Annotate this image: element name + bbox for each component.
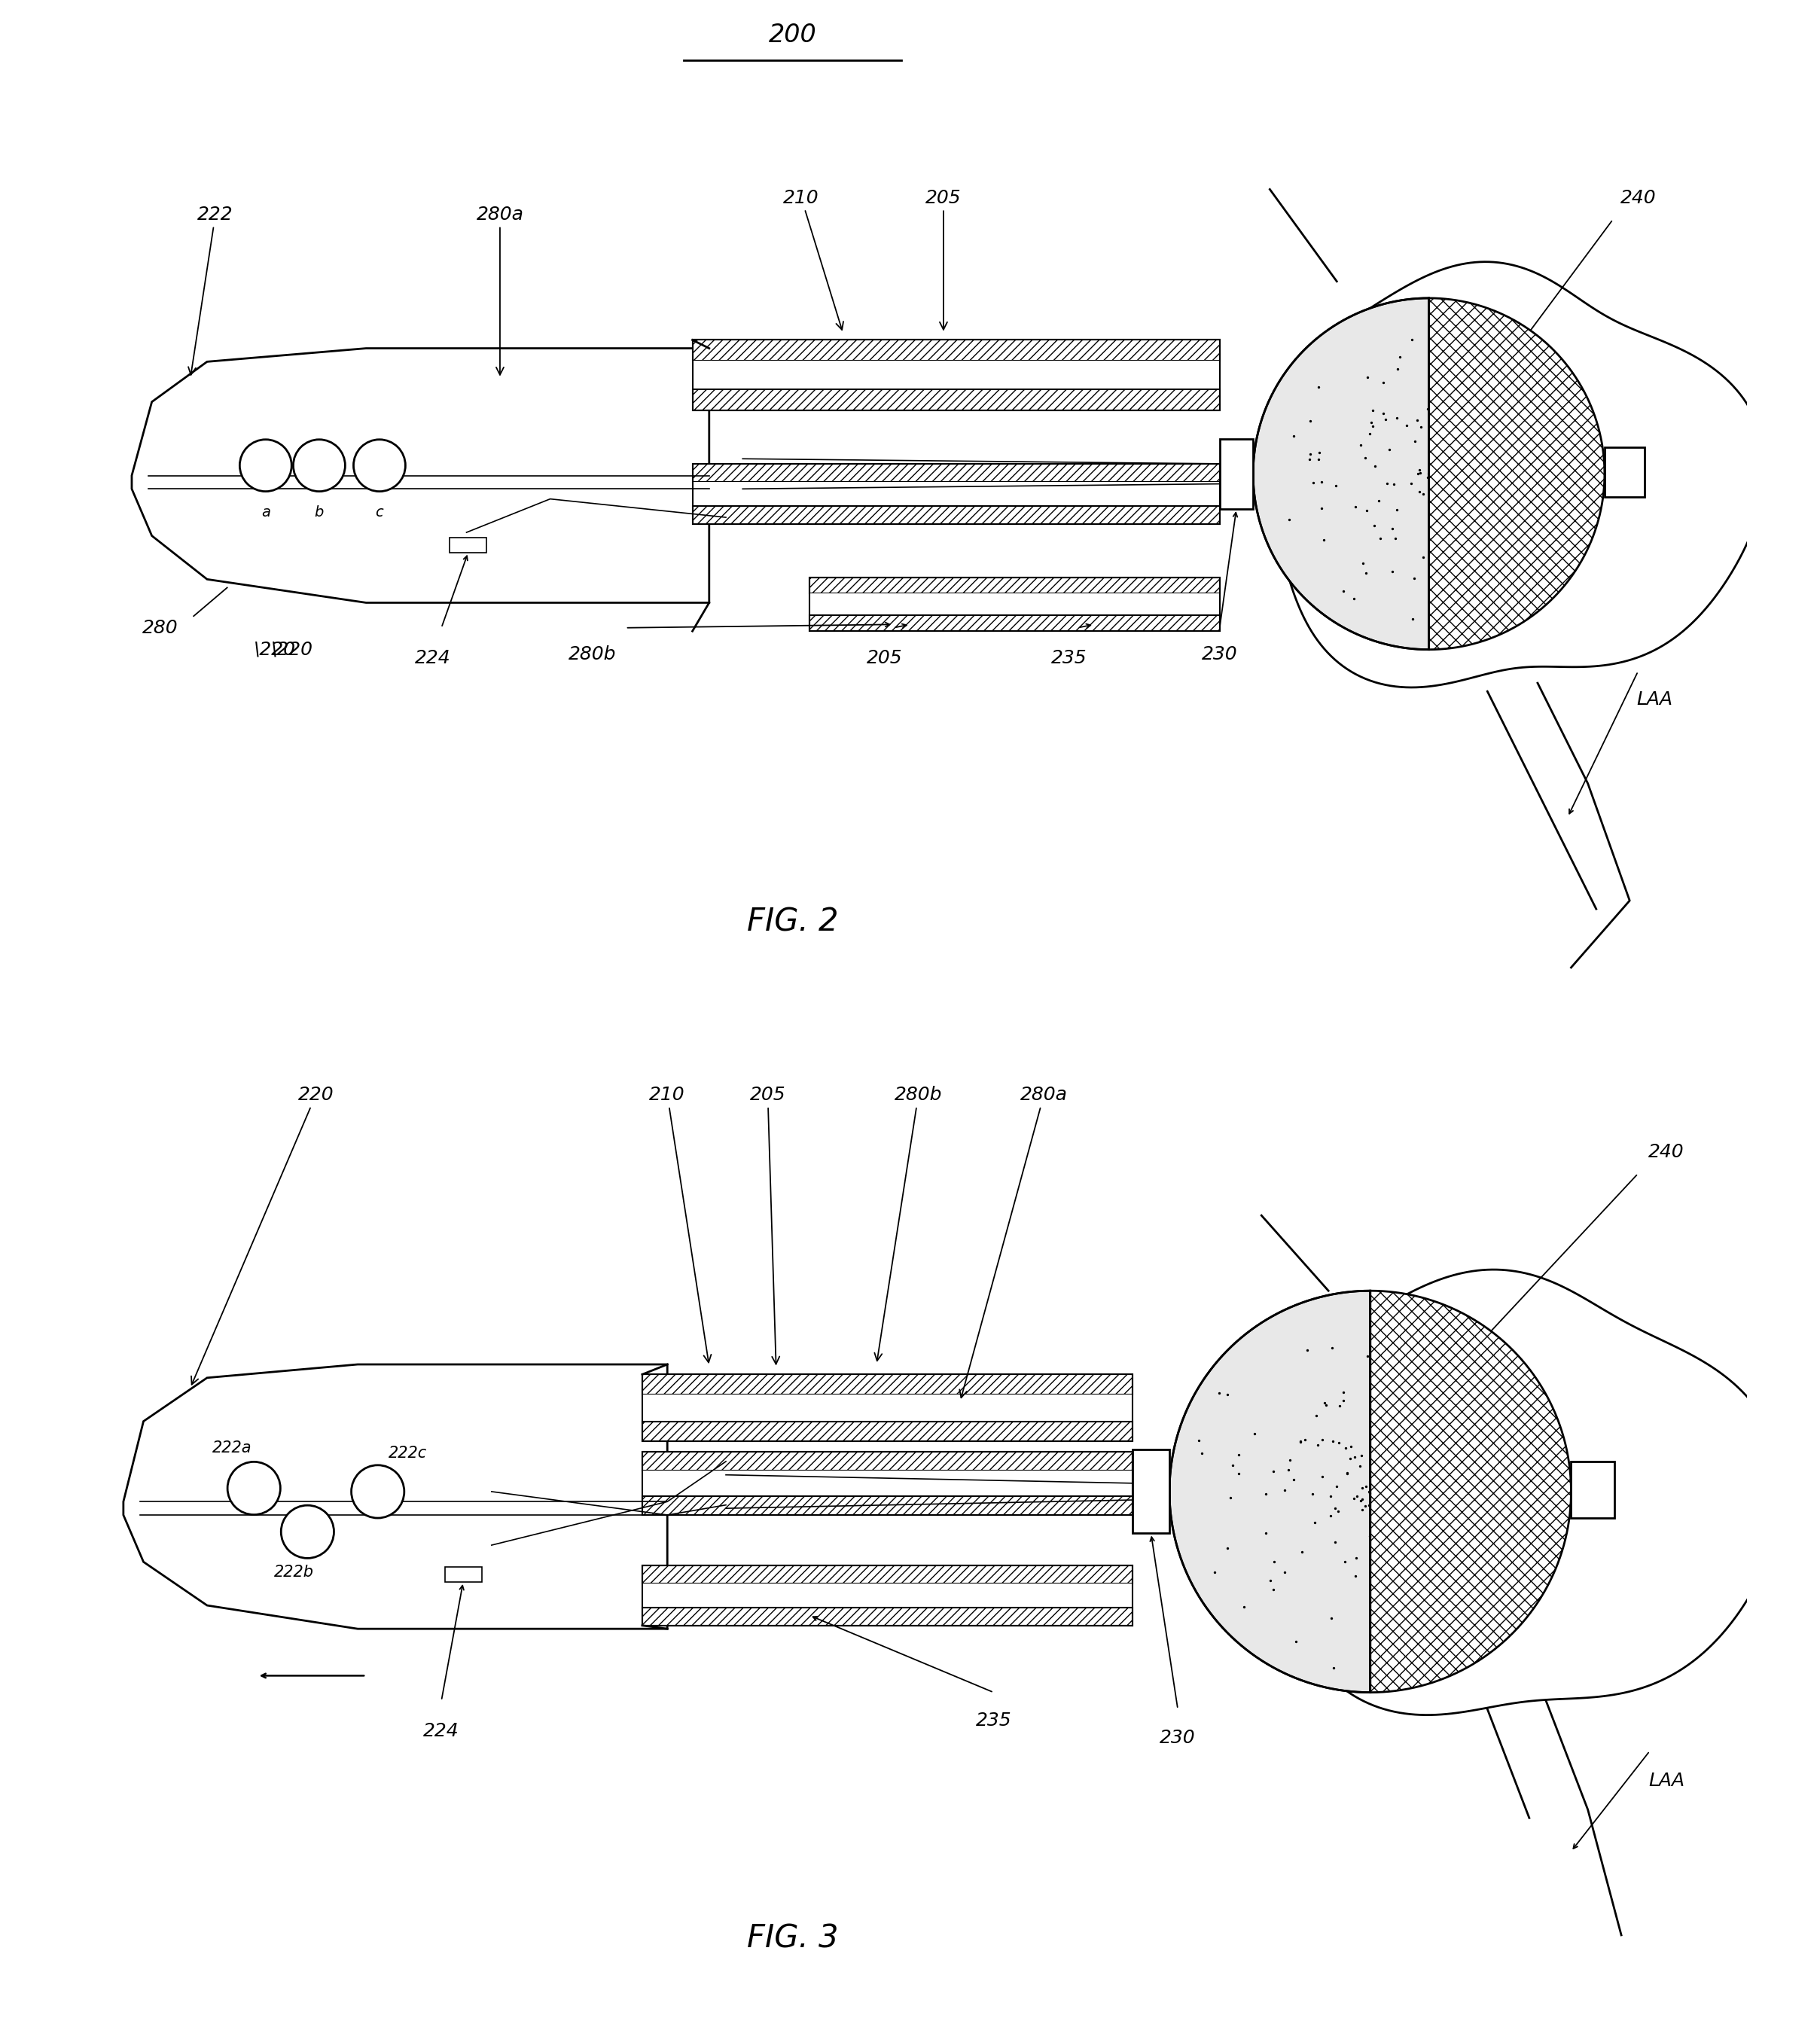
Bar (810, 577, 1219, 593)
Bar (642, 1565, 1132, 1625)
Text: 240: 240 (1620, 188, 1656, 206)
Text: \220: \220 (271, 640, 313, 658)
Text: 222c: 222c (389, 1445, 428, 1461)
Bar (692, 389, 1219, 411)
Polygon shape (1429, 298, 1605, 650)
Bar (1132, 1449, 1170, 1534)
Text: 200: 200 (768, 22, 817, 49)
Text: FIG. 3: FIG. 3 (746, 1923, 839, 1955)
Circle shape (280, 1506, 333, 1558)
Bar (692, 506, 1219, 524)
Circle shape (351, 1465, 404, 1518)
Text: 280: 280 (142, 619, 178, 638)
Bar (692, 463, 1219, 524)
Polygon shape (124, 1364, 668, 1629)
Text: 280b: 280b (875, 1087, 943, 1360)
Text: LAA: LAA (1636, 690, 1673, 708)
Text: LAA: LAA (1649, 1773, 1685, 1789)
Text: 224: 224 (424, 1722, 459, 1741)
Circle shape (228, 1461, 280, 1514)
Bar (692, 482, 1219, 506)
Bar (642, 1451, 1132, 1516)
Bar (642, 1496, 1132, 1516)
Polygon shape (1370, 1291, 1571, 1692)
Polygon shape (1254, 298, 1429, 650)
Text: 205: 205 (926, 188, 961, 330)
Bar (642, 1451, 1132, 1471)
Text: 222b: 222b (275, 1565, 315, 1579)
Bar (1605, 447, 1645, 498)
Bar (810, 577, 1219, 631)
Bar (444, 1567, 482, 1583)
Text: 210: 210 (783, 188, 843, 330)
Circle shape (293, 439, 346, 492)
Bar (642, 1395, 1132, 1421)
Circle shape (240, 439, 291, 492)
Bar (1219, 439, 1254, 508)
Text: 240: 240 (1649, 1144, 1685, 1162)
Bar (642, 1607, 1132, 1625)
Bar (642, 1471, 1132, 1496)
Text: \220: \220 (255, 640, 297, 658)
Bar (642, 1565, 1132, 1583)
Text: 205: 205 (866, 650, 903, 668)
Circle shape (353, 439, 406, 492)
Text: 224: 224 (415, 650, 451, 668)
Polygon shape (1263, 1269, 1782, 1714)
Bar (810, 615, 1219, 631)
Text: 280b: 280b (568, 646, 615, 664)
Bar (642, 1374, 1132, 1441)
Text: 220: 220 (191, 1087, 333, 1384)
Polygon shape (131, 348, 710, 603)
Text: 222a: 222a (213, 1441, 251, 1455)
Bar (450, 538, 486, 553)
Bar (692, 340, 1219, 411)
Text: 205: 205 (750, 1087, 786, 1364)
Bar (642, 1583, 1132, 1607)
Text: a: a (260, 506, 269, 520)
Bar (692, 463, 1219, 482)
Text: 210: 210 (650, 1087, 712, 1362)
Bar (642, 1374, 1132, 1395)
Text: c: c (375, 506, 384, 520)
Text: 230: 230 (1159, 1728, 1196, 1747)
Bar (642, 1421, 1132, 1441)
Polygon shape (1170, 1291, 1370, 1692)
Text: 280a: 280a (959, 1087, 1068, 1399)
Bar (1571, 1461, 1614, 1518)
Text: 235: 235 (976, 1712, 1012, 1731)
Bar (692, 340, 1219, 360)
Text: FIG. 2: FIG. 2 (746, 907, 839, 939)
Text: 280a: 280a (477, 204, 524, 374)
Text: 230: 230 (1201, 646, 1238, 664)
Text: b: b (315, 506, 324, 520)
Polygon shape (1267, 261, 1765, 688)
Text: 222: 222 (187, 204, 233, 374)
Bar (810, 593, 1219, 615)
Text: 235: 235 (1052, 650, 1087, 668)
Bar (692, 360, 1219, 389)
